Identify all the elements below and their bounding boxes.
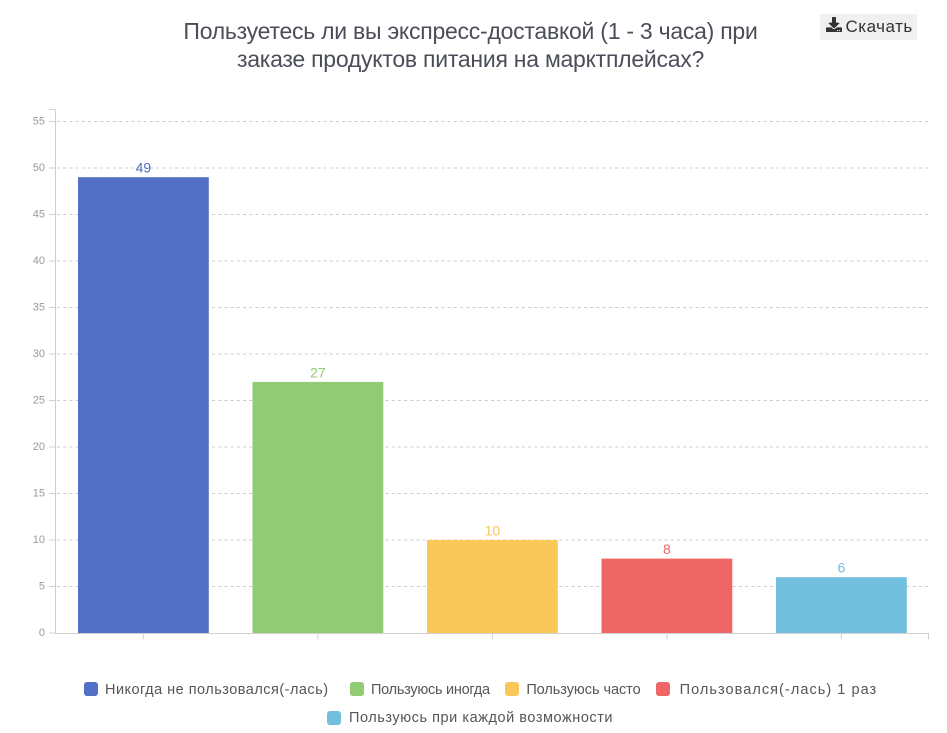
svg-text:10: 10 bbox=[33, 534, 45, 546]
svg-text:5: 5 bbox=[39, 581, 45, 593]
svg-text:45: 45 bbox=[33, 209, 45, 221]
svg-text:55: 55 bbox=[33, 116, 45, 128]
svg-text:50: 50 bbox=[33, 162, 45, 174]
svg-text:10: 10 bbox=[485, 523, 501, 539]
svg-text:0: 0 bbox=[39, 627, 45, 639]
svg-text:27: 27 bbox=[310, 364, 326, 380]
svg-text:35: 35 bbox=[33, 302, 45, 314]
svg-text:15: 15 bbox=[33, 488, 45, 500]
svg-text:6: 6 bbox=[838, 560, 846, 576]
svg-text:8: 8 bbox=[663, 541, 671, 557]
svg-text:20: 20 bbox=[33, 441, 45, 453]
svg-text:25: 25 bbox=[33, 395, 45, 407]
svg-text:40: 40 bbox=[33, 255, 45, 267]
svg-text:30: 30 bbox=[33, 348, 45, 360]
svg-text:49: 49 bbox=[136, 160, 152, 176]
